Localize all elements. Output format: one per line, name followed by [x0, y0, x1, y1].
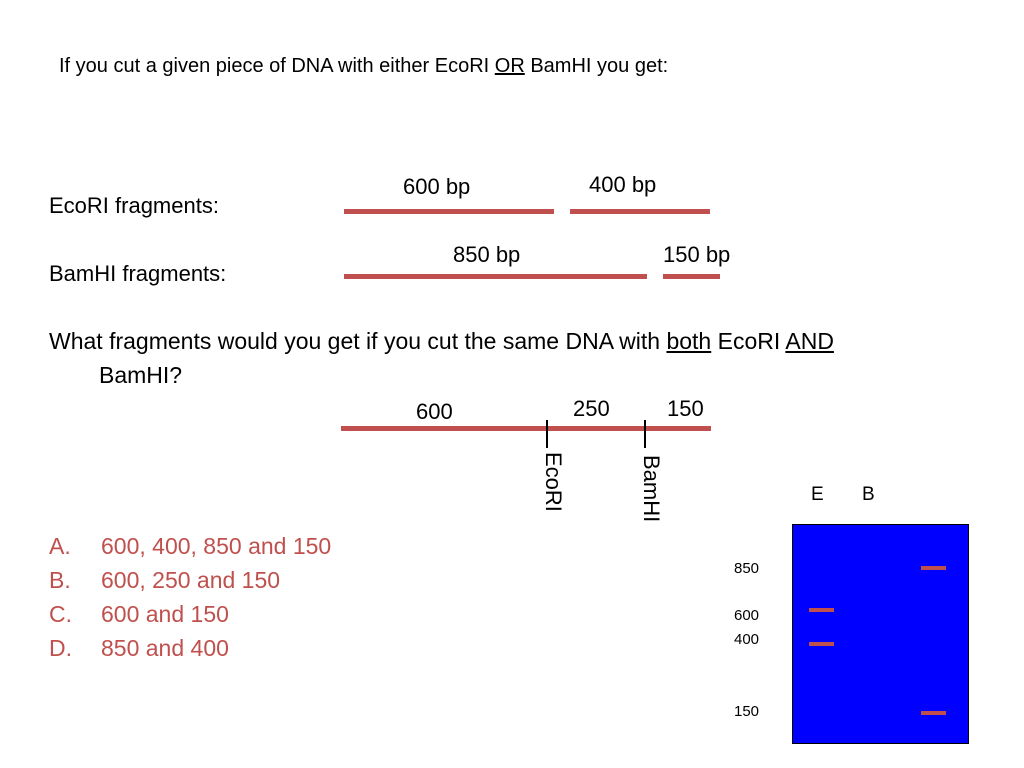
option-c-text: 600 and 150: [101, 601, 229, 627]
option-c[interactable]: C. 600 and 150: [49, 601, 229, 628]
gel-lane-label-b: B: [862, 484, 875, 505]
ecori-fragment-line-2: [570, 209, 710, 214]
question-text-start: What fragments would you get if you cut …: [49, 328, 667, 354]
gel-band-e-600: [809, 608, 834, 612]
bamhi-fragment-line-2: [663, 274, 720, 279]
option-a-letter: A.: [49, 533, 71, 559]
option-b-letter: B.: [49, 567, 71, 593]
ecori-site-tick: [546, 420, 548, 448]
question-line-2: BamHI?: [99, 362, 183, 388]
gel-lane-label-e: E: [811, 484, 824, 505]
bamhi-fragment-label-1: 850 bp: [453, 242, 521, 267]
heading: If you cut a given piece of DNA with eit…: [59, 55, 668, 78]
option-c-letter: C.: [49, 601, 72, 627]
ladder-label-400: 400: [734, 631, 760, 648]
ecori-fragment-line-1: [344, 209, 554, 214]
bamhi-site-label: BamHI: [639, 455, 664, 523]
heading-text-end: BamHI you get:: [524, 55, 669, 77]
question-line-1: What fragments would you get if you cut …: [49, 328, 834, 355]
ladder-label-850: 850: [734, 560, 760, 577]
bamhi-fragment-label-2: 150 bp: [663, 242, 731, 267]
option-d[interactable]: D. 850 and 400: [49, 635, 229, 662]
ecori-fragment-label-2: 400 bp: [589, 172, 657, 197]
option-b[interactable]: B. 600, 250 and 150: [49, 567, 280, 594]
question-text-middle: EcoRI: [711, 328, 786, 354]
gel-band-b-150: [921, 711, 946, 715]
option-d-letter: D.: [49, 635, 72, 661]
ladder-label-150: 150: [734, 703, 760, 720]
bamhi-fragment-line-1: [344, 274, 647, 279]
question-and-word: AND: [785, 328, 834, 354]
double-digest-label-250: 250: [573, 396, 610, 421]
bamhi-label: BamHI fragments:: [49, 261, 227, 286]
question-both-word: both: [666, 328, 712, 354]
double-digest-label-150: 150: [667, 396, 704, 421]
ladder-label-600: 600: [734, 607, 760, 624]
heading-text-start: If you cut a given piece of DNA with eit…: [59, 55, 495, 77]
ecori-fragment-label-1: 600 bp: [403, 174, 471, 199]
gel-band-b-850: [921, 566, 946, 570]
option-d-text: 850 and 400: [101, 635, 229, 661]
double-digest-label-600: 600: [416, 399, 453, 424]
option-b-text: 600, 250 and 150: [101, 567, 281, 593]
option-a[interactable]: A. 600, 400, 850 and 150: [49, 533, 331, 560]
bamhi-site-tick: [644, 420, 646, 448]
double-digest-line: [341, 426, 711, 431]
ecori-site-label: EcoRI: [541, 452, 566, 512]
gel-band-e-400: [809, 642, 834, 646]
ecori-label: EcoRI fragments:: [49, 193, 219, 218]
heading-or-word: OR: [494, 55, 525, 77]
gel-image: [792, 524, 969, 744]
option-a-text: 600, 400, 850 and 150: [101, 533, 332, 559]
